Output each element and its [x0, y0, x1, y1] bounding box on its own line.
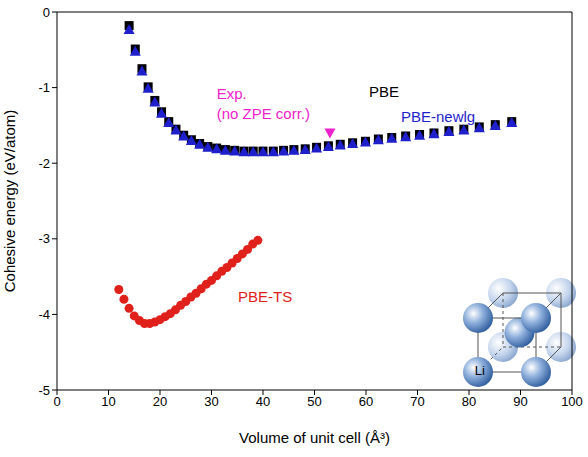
svg-text:Volume of unit cell (Å³): Volume of unit cell (Å³)	[239, 429, 390, 446]
svg-text:Li: Li	[475, 363, 485, 378]
svg-text:-2: -2	[38, 156, 50, 171]
svg-text:90: 90	[513, 394, 527, 409]
svg-text:80: 80	[462, 394, 476, 409]
svg-text:10: 10	[101, 394, 115, 409]
svg-text:Cohesive energy (eV/atom): Cohesive energy (eV/atom)	[8, 110, 18, 293]
svg-text:20: 20	[153, 394, 167, 409]
svg-text:-4: -4	[38, 307, 50, 322]
svg-text:0: 0	[43, 5, 50, 20]
svg-text:100: 100	[561, 394, 580, 409]
svg-text:30: 30	[204, 394, 218, 409]
svg-text:Exp.: Exp.	[217, 85, 247, 102]
svg-text:-1: -1	[38, 80, 50, 95]
svg-text:(no ZPE corr.): (no ZPE corr.)	[217, 105, 310, 122]
svg-text:70: 70	[410, 394, 424, 409]
svg-text:-3: -3	[38, 231, 50, 246]
svg-text:40: 40	[256, 394, 270, 409]
svg-text:-5: -5	[38, 383, 50, 398]
svg-text:PBE-newlg: PBE-newlg	[401, 108, 475, 125]
svg-text:50: 50	[307, 394, 321, 409]
svg-text:PBE: PBE	[369, 83, 399, 100]
svg-text:PBE-TS: PBE-TS	[238, 288, 292, 305]
svg-text:60: 60	[359, 394, 373, 409]
svg-text:0: 0	[53, 394, 60, 409]
